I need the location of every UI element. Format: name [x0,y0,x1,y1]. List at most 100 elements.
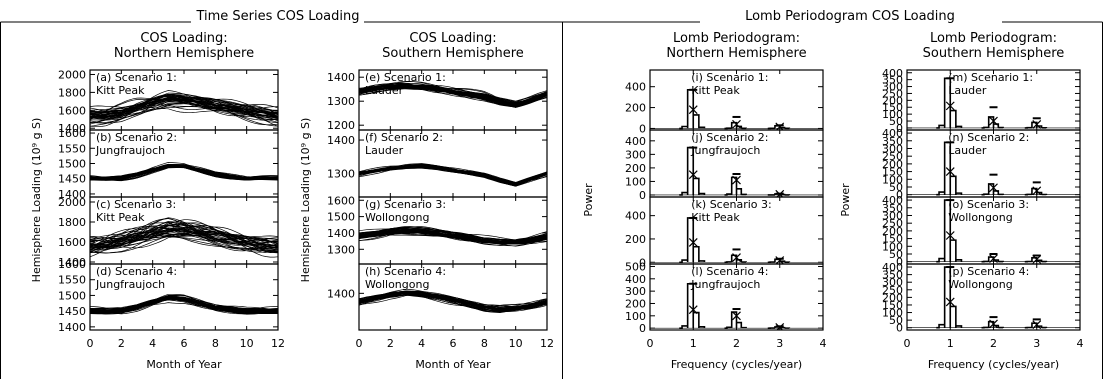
panel-label: (d) Scenario 4: [96,265,177,278]
panel-g: 1300 1400 1500 1600 (g) Scenario 3:Wollongon… [327,194,548,265]
mean-marker [688,238,698,247]
y-tick-label: 1400 [58,122,86,135]
series-curve [90,104,278,128]
left-figure-title: Time Series COS Loading [195,9,359,24]
y-tick-label: 350 [882,269,903,282]
y-tick-label: 200 [882,225,903,238]
y-tick-label: 2000 [58,68,86,81]
mean-marker [688,170,698,180]
periodogram-bar [936,266,963,329]
panel-label: (j) Scenario 2: [691,131,768,144]
column-title-line-1: COS Loading: [409,31,496,46]
panel-label: (k) Scenario 3: [691,198,771,211]
series-curve [359,290,547,307]
panel-h: 1400 (h) Scenario 4:Wollongong [327,263,548,331]
y-tick-label: 100 [882,173,903,186]
y-tick-label: 0 [896,189,903,202]
series-curve [359,163,547,184]
y-tick-label: 50 [889,248,903,261]
y-tick-label: 350 [882,74,903,87]
panel-label: Kitt Peak [691,211,740,224]
y-tick-label: 200 [882,158,903,171]
series-curve [90,218,278,249]
y-tick-label: 400 [882,261,903,274]
panel-label: Lauder [365,144,404,157]
series-curve [90,167,278,181]
x-tick-label: 0 [647,337,654,350]
y-tick-label: 150 [882,166,903,179]
mean-marker [1032,186,1042,196]
panel-label: (m) Scenario 1: [948,71,1033,84]
plot-area [359,226,547,247]
panel-label: (e) Scenario 1: [365,71,446,84]
y-tick-label: 100 [882,240,903,253]
panel-label: Wollongong [365,278,429,291]
series-curve [90,235,278,252]
y-tick-label: 400 [882,67,903,80]
y-axis-label: Hemisphere Loading (10⁹ g S) [299,118,312,283]
y-tick-label: 1300 [327,168,355,181]
x-tick-label: 4 [149,337,156,350]
y-tick-label: 1600 [58,258,86,271]
left-figure-frame [0,21,563,379]
series-curve [359,164,547,184]
y-tick-label: 250 [882,217,903,230]
mean-marker [1032,254,1042,264]
y-tick-label: 1300 [327,95,355,108]
x-axis-label: Month of Year [146,358,222,371]
plot-area [650,216,823,264]
panel-f: 1300 1400 (f) Scenario 2:Lauder [327,129,548,198]
series-curve [359,227,547,243]
y-tick-label: 150 [882,101,903,114]
x-tick-label: 0 [904,337,911,350]
column-title-line-1: Lomb Periodogram: [673,31,800,46]
plot-area [90,217,278,258]
y-tick-label: 0 [639,322,646,335]
right-figure-title: Lomb Periodogram COS Loading [745,9,955,24]
series-curve [90,94,278,118]
series-curve [90,164,278,179]
series-curve [359,85,547,106]
y-tick-label: 1800 [58,216,86,229]
y-tick-label: 1600 [58,127,86,140]
y-tick-label: 1600 [58,236,86,249]
y-tick-label: 1400 [327,287,355,300]
y-tick-label: 400 [625,273,646,286]
x-tick-label: 10 [240,337,254,350]
panel-label: Kitt Peak [691,84,740,97]
mean-marker [1032,320,1042,330]
y-tick-label: 150 [882,299,903,312]
panel-label: Kitt Peak [96,211,145,224]
mean-marker [732,253,741,263]
x-tick-label: 0 [356,337,363,350]
periodogram-bar [679,217,706,264]
y-axis-label: Power [839,183,852,217]
x-tick-label: 12 [540,337,554,350]
mean-marker [989,116,998,126]
x-tick-label: 6 [450,337,457,350]
y-tick-label: 100 [882,108,903,121]
plot-area [90,162,278,182]
y-tick-label: 200 [882,291,903,304]
x-tick-label: 3 [1033,337,1040,350]
panel-label: (c) Scenario 3: [96,198,176,211]
mean-marker [688,105,698,115]
y-tick-label: 1450 [58,173,86,186]
x-tick-label: 3 [776,337,783,350]
panel-label: Jungfraujoch [690,144,760,157]
series-curve [90,234,278,254]
panel-label: (h) Scenario 4: [365,265,446,278]
series-curve [90,302,278,314]
mean-marker [989,254,998,264]
mean-marker [945,101,955,111]
y-tick-label: 1400 [327,134,355,147]
panel-e: 1200 1300 1400 (e) Scenario 1:Lauder [327,69,548,132]
y-tick-label: 1300 [327,243,355,256]
mean-marker [989,183,998,193]
